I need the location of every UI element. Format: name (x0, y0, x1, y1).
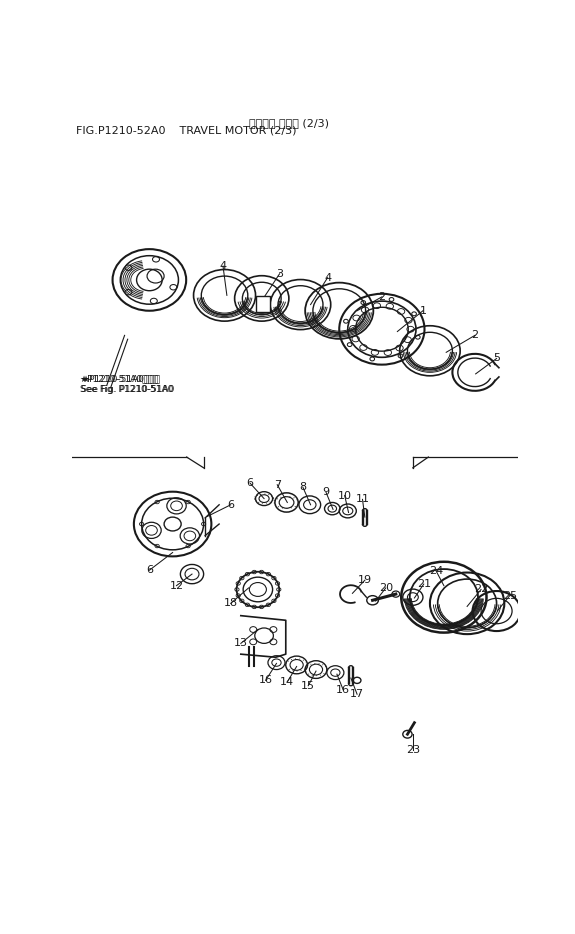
Text: 6: 6 (146, 565, 153, 575)
Text: 1: 1 (419, 305, 427, 316)
Text: 6: 6 (247, 478, 254, 488)
Bar (255, 296, 270, 312)
Text: 5: 5 (493, 353, 500, 363)
Text: 4: 4 (324, 273, 331, 283)
Text: 17: 17 (350, 689, 364, 700)
Text: ★P1210-51A0図参照: ★P1210-51A0図参照 (81, 374, 160, 383)
Text: 4: 4 (220, 262, 227, 271)
Text: 2: 2 (472, 331, 478, 340)
Text: 24: 24 (429, 566, 443, 576)
Text: 10: 10 (338, 490, 352, 501)
Text: See Fig. P1210-51A0: See Fig. P1210-51A0 (79, 385, 173, 394)
Text: 7: 7 (274, 480, 281, 489)
Text: 21: 21 (417, 579, 431, 589)
Text: 23: 23 (406, 744, 420, 755)
Text: ★P1210-51A0図参照: ★P1210-51A0図参照 (79, 374, 159, 383)
Text: ソウコウ モータ (2/3): ソウコウ モータ (2/3) (249, 119, 329, 128)
Text: 11: 11 (355, 494, 370, 504)
Text: 2: 2 (378, 292, 385, 302)
Text: 13: 13 (234, 638, 248, 648)
Text: 25: 25 (503, 590, 517, 601)
Text: 18: 18 (224, 599, 238, 608)
Text: 19: 19 (358, 575, 372, 586)
Text: 14: 14 (280, 677, 294, 686)
Text: 15: 15 (301, 681, 315, 691)
Text: 16: 16 (259, 675, 273, 686)
Text: See Fig. P1210-51A0: See Fig. P1210-51A0 (81, 385, 175, 394)
Text: 3: 3 (276, 269, 283, 278)
Text: 8: 8 (299, 482, 306, 492)
Text: 9: 9 (323, 488, 329, 498)
Text: 6: 6 (227, 500, 234, 510)
Text: 12: 12 (170, 581, 183, 590)
Text: 20: 20 (379, 583, 393, 593)
Text: 22: 22 (474, 585, 488, 594)
Text: FIG.P1210-52A0    TRAVEL MOTOR (2/3): FIG.P1210-52A0 TRAVEL MOTOR (2/3) (76, 126, 296, 136)
Text: 16: 16 (336, 685, 350, 695)
